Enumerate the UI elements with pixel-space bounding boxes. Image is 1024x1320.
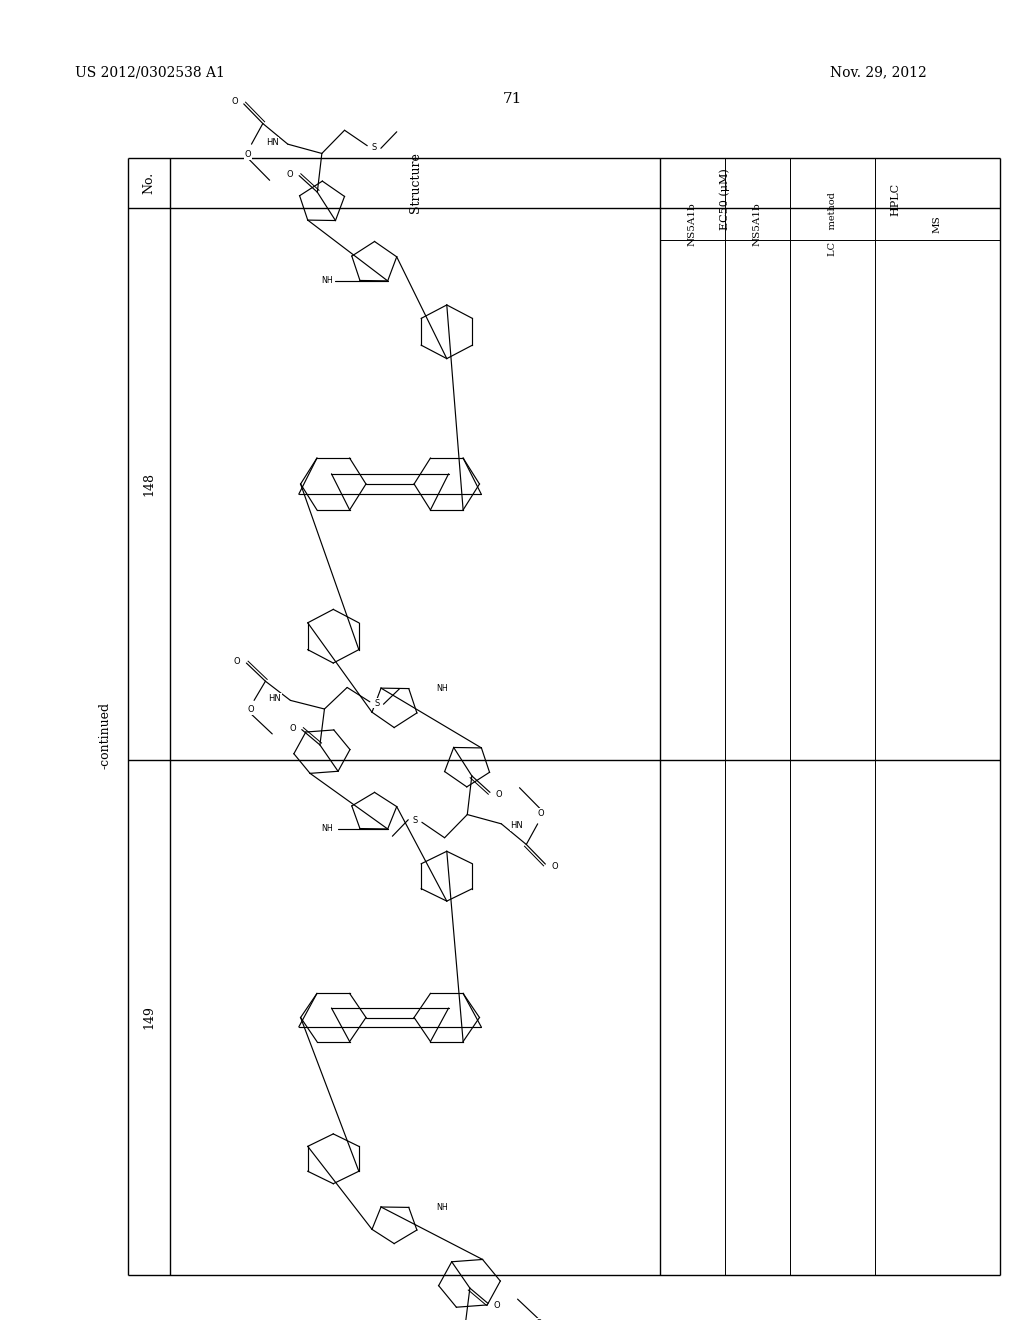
Text: O: O xyxy=(290,723,296,733)
Text: O: O xyxy=(551,862,558,871)
Text: NH: NH xyxy=(436,684,447,693)
Text: NH: NH xyxy=(321,824,333,833)
Text: S: S xyxy=(372,143,377,152)
Text: US 2012/0302538 A1: US 2012/0302538 A1 xyxy=(75,65,225,79)
Text: HN: HN xyxy=(268,694,282,704)
Text: 148: 148 xyxy=(142,473,156,496)
Text: MS: MS xyxy=(933,215,942,232)
Text: HN: HN xyxy=(266,137,279,147)
Text: O: O xyxy=(536,1319,542,1320)
Text: O: O xyxy=(245,150,252,158)
Text: HN: HN xyxy=(510,821,523,830)
Text: NS5A1b: NS5A1b xyxy=(753,202,762,246)
Text: NS5A1b: NS5A1b xyxy=(688,202,697,246)
Text: NH: NH xyxy=(436,1203,447,1212)
Text: O: O xyxy=(233,656,241,665)
Text: Nov. 29, 2012: Nov. 29, 2012 xyxy=(830,65,927,79)
Text: 149: 149 xyxy=(142,1006,156,1030)
Text: NH: NH xyxy=(321,276,333,285)
Text: S: S xyxy=(413,816,418,825)
Text: LC    method: LC method xyxy=(828,193,837,256)
Text: O: O xyxy=(248,705,254,714)
Text: 71: 71 xyxy=(503,92,521,106)
Text: S: S xyxy=(374,698,379,708)
Text: No.: No. xyxy=(142,172,156,194)
Text: O: O xyxy=(496,789,503,799)
Text: O: O xyxy=(494,1300,501,1309)
Text: O: O xyxy=(231,98,238,107)
Text: HPLC: HPLC xyxy=(890,182,900,215)
Text: O: O xyxy=(287,169,294,178)
Text: EC50 (μM): EC50 (μM) xyxy=(720,168,730,230)
Text: Structure: Structure xyxy=(409,153,422,214)
Text: -continued: -continued xyxy=(98,701,112,768)
Text: O: O xyxy=(538,809,544,818)
